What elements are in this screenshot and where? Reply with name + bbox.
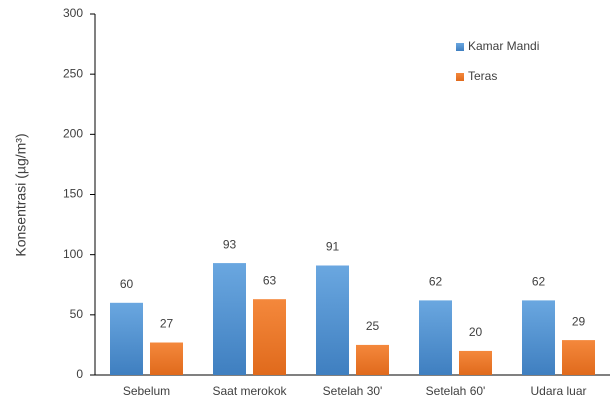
data-label: 63 xyxy=(263,273,277,287)
x-tick-label: Setelah 30' xyxy=(323,384,383,398)
y-axis-label: Konsentrasi (µg/m³) xyxy=(13,133,29,256)
data-label: 60 xyxy=(120,277,134,291)
bar xyxy=(459,350,492,375)
bar xyxy=(522,300,555,375)
bar xyxy=(213,263,246,375)
y-tick-label: 200 xyxy=(63,127,83,141)
bar xyxy=(253,299,286,375)
data-label: 62 xyxy=(429,275,443,289)
legend-swatch xyxy=(456,43,464,51)
y-tick-label: 250 xyxy=(63,66,83,80)
data-label: 27 xyxy=(160,317,174,331)
bar xyxy=(356,344,389,375)
data-label: 93 xyxy=(223,237,237,251)
y-tick-label: 300 xyxy=(63,6,83,20)
y-tick-label: 50 xyxy=(70,307,84,321)
data-label: 25 xyxy=(366,319,380,333)
legend-label: Kamar Mandi xyxy=(468,39,539,53)
bar xyxy=(562,340,595,375)
x-tick-label: Udara luar xyxy=(530,384,586,398)
data-label: 29 xyxy=(572,314,586,328)
bar xyxy=(150,342,183,375)
legend-swatch xyxy=(456,73,464,81)
x-tick-label: Saat merokok xyxy=(212,384,287,398)
bar xyxy=(419,300,452,375)
y-tick-label: 150 xyxy=(63,187,83,201)
bar xyxy=(316,265,349,375)
data-label: 62 xyxy=(532,275,546,289)
data-label: 91 xyxy=(326,240,340,254)
y-tick-label: 0 xyxy=(76,367,83,381)
legend-label: Teras xyxy=(468,69,497,83)
x-tick-label: Setelah 60' xyxy=(426,384,486,398)
x-tick-label: Sebelum xyxy=(123,384,170,398)
y-tick-label: 100 xyxy=(63,247,83,261)
data-label: 20 xyxy=(469,325,483,339)
bar xyxy=(110,302,143,375)
